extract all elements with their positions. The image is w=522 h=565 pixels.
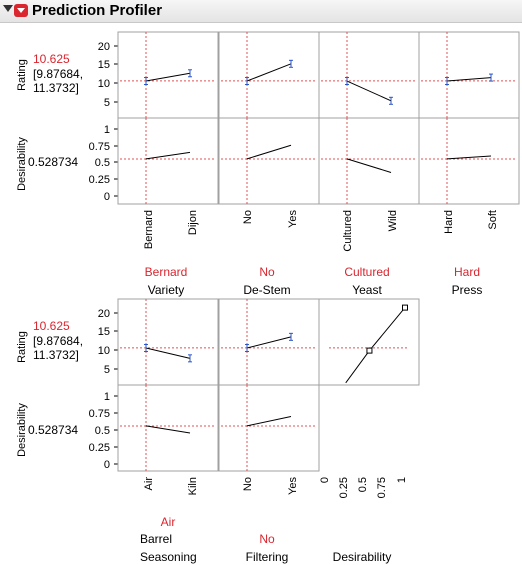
desirability-trace <box>246 416 292 427</box>
desirability-panel <box>218 117 320 205</box>
desirability-function-panel <box>318 298 420 386</box>
desirability-trace <box>246 144 292 160</box>
desirability-y-axis: 1 0.75 0.5 0.25 0 <box>89 391 118 471</box>
factor-level-label: Bernard <box>143 210 155 249</box>
prediction-profiler-plot: Rating 10.625 [9.87684, 11.3732] Desirab… <box>16 31 520 564</box>
desirability-x-tick: 0.75 <box>376 477 388 498</box>
collapse-triangle-icon[interactable] <box>3 5 13 12</box>
factor-current-value[interactable]: Air <box>161 515 176 529</box>
factor-level-label: Soft <box>487 210 499 230</box>
factor-name: Press <box>452 283 483 297</box>
rating-trace <box>145 347 191 359</box>
factor-level-label: Cultured <box>342 210 354 252</box>
rating-current-value: 10.625 <box>33 52 70 66</box>
desirability-handle <box>366 347 373 354</box>
rating-ci-low: [9.87684, <box>33 334 83 348</box>
desirability-handle <box>402 304 408 311</box>
factor-current-value[interactable]: Hard <box>454 265 480 279</box>
rating-axis-label: Rating <box>16 59 28 91</box>
report-header: Prediction Profiler <box>0 0 522 23</box>
factor-current-value[interactable]: No <box>259 265 275 279</box>
rating-trace <box>246 336 292 349</box>
desirability-panel <box>117 384 219 472</box>
report-title: Prediction Profiler <box>32 2 163 19</box>
factor-level-label: Yes <box>287 210 299 228</box>
factor-level-label: Kiln <box>187 477 199 495</box>
desirability-trace <box>346 158 392 173</box>
desirability-tick: 0.5 <box>95 425 110 437</box>
desirability-tick: 0.75 <box>89 141 110 153</box>
rating-panel <box>117 31 219 119</box>
factor-current-value[interactable]: Cultured <box>344 265 389 279</box>
desirability-panel <box>418 117 520 205</box>
rating-panel <box>318 31 420 119</box>
rating-tick: 15 <box>98 326 110 338</box>
factor-name: Yeast <box>352 283 382 297</box>
desirability-x-tick: 0.5 <box>357 477 369 492</box>
desirability-tick: 1 <box>104 124 110 136</box>
rating-ci-high: 11.3732] <box>33 348 79 362</box>
factor-level-label: Wild <box>387 210 399 231</box>
desirability-tick: 0.75 <box>89 408 110 420</box>
rating-axis-label: Rating <box>16 331 28 363</box>
desirability-tick: 0.25 <box>89 174 110 186</box>
rating-y-axis: 20 15 10 5 <box>98 308 118 376</box>
desirability-trace <box>446 155 492 160</box>
factor-level-label: Hard <box>443 210 455 234</box>
desirability-axis-label: Desirability <box>16 403 28 457</box>
desirability-x-tick: 0 <box>319 477 331 483</box>
factor-name: Barrel <box>140 532 172 546</box>
factor-level-label: No <box>242 477 254 491</box>
rating-tick: 20 <box>98 41 110 53</box>
rating-y-axis: 20 15 10 5 <box>98 41 118 109</box>
desirability-panel <box>218 384 320 472</box>
factor-name: Seasoning <box>140 550 197 564</box>
desirability-trace <box>145 151 191 160</box>
factor-level-label: No <box>242 210 254 224</box>
desirability-tick: 0.25 <box>89 442 110 454</box>
desirability-axis-label: Desirability <box>16 137 28 191</box>
rating-panel <box>418 31 520 119</box>
factor-name: De-Stem <box>243 283 290 297</box>
factor-current-value[interactable]: No <box>259 532 275 546</box>
desirability-tick: 0 <box>104 191 110 203</box>
rating-trace <box>346 80 392 102</box>
rating-tick: 10 <box>98 78 110 90</box>
desirability-tick: 0 <box>104 459 110 471</box>
desirability-current-value: 0.528734 <box>28 155 78 169</box>
rating-trace <box>246 63 292 82</box>
rating-ci-low: [9.87684, <box>33 67 83 81</box>
desirability-panel <box>318 117 420 205</box>
rating-tick: 20 <box>98 308 110 320</box>
factor-name: Filtering <box>246 550 289 564</box>
rating-tick: 10 <box>98 345 110 357</box>
factor-level-label: Air <box>143 477 155 491</box>
factor-level-label: Yes <box>287 477 299 495</box>
rating-tick: 15 <box>98 59 110 71</box>
desirability-trace <box>145 425 191 434</box>
desirability-x-tick: 0.25 <box>338 477 350 498</box>
factor-level-label: Dijon <box>187 210 199 235</box>
rating-panel <box>117 298 219 386</box>
desirability-panel <box>117 117 219 205</box>
rating-tick: 5 <box>104 97 110 109</box>
desirability-y-axis: 1 0.75 0.5 0.25 0 <box>89 124 118 203</box>
red-triangle-menu-icon[interactable] <box>14 4 28 17</box>
rating-trace <box>446 77 492 82</box>
desirability-tick: 1 <box>104 391 110 403</box>
desirability-x-tick: 1 <box>396 477 408 483</box>
desirability-tick: 0.5 <box>95 157 110 169</box>
rating-tick: 5 <box>104 364 110 376</box>
rating-trace <box>145 72 191 82</box>
rating-panel <box>218 31 320 119</box>
desirability-current-value: 0.528734 <box>28 423 78 437</box>
rating-current-value: 10.625 <box>33 319 70 333</box>
desirability-function-label: Desirability <box>333 550 392 564</box>
rating-ci-high: 11.3732] <box>33 81 79 95</box>
factor-name: Variety <box>148 283 184 297</box>
factor-current-value[interactable]: Bernard <box>145 265 188 279</box>
